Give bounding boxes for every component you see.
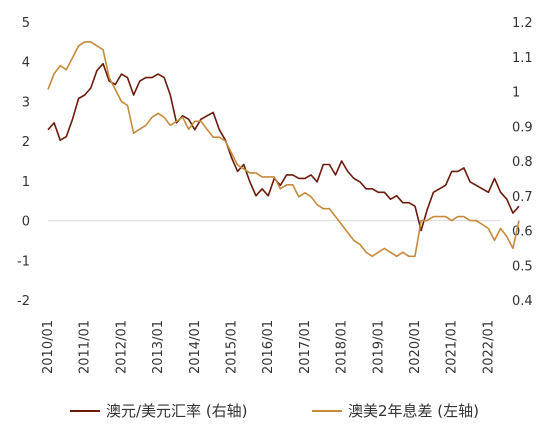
x-axis-tick-label: 2010/01 xyxy=(41,320,56,374)
right-axis-ticks: 1.21.110.90.80.70.60.50.4 xyxy=(512,16,533,309)
right-axis-tick-label: 1 xyxy=(512,86,520,101)
left-axis-ticks: 5 4 3 2 1 0 -1 -2 xyxy=(17,16,30,309)
x-axis-ticks: 2010/01 2011/01 2012/01 2013/01 2014/01 2015/… xyxy=(41,320,496,374)
left-axis-tick-label: 2 xyxy=(22,135,30,150)
right-axis-tick-label: 1.2 xyxy=(512,16,533,31)
left-axis-tick-label: 0 xyxy=(22,215,30,230)
x-axis-tick-label: 2014/01 xyxy=(188,320,203,374)
left-axis-tick-label: -2 xyxy=(17,294,30,309)
x-axis-tick-label: 2012/01 xyxy=(114,320,129,374)
x-axis-tick-label: 2013/01 xyxy=(151,320,166,374)
x-axis-tick-label: 2015/01 xyxy=(225,320,240,374)
series-layer xyxy=(47,41,520,258)
left-axis-tick-label: -1 xyxy=(17,254,30,269)
right-axis-tick-label: 0.8 xyxy=(512,155,533,170)
left-axis-tick-label: 3 xyxy=(22,95,30,110)
x-axis-tick-label: 2016/01 xyxy=(261,320,276,374)
right-axis-tick-label: 0.7 xyxy=(512,190,533,205)
left-axis-tick-label: 1 xyxy=(22,175,30,190)
x-axis-tick-label: 2011/01 xyxy=(78,320,93,374)
right-axis-tick-label: 0.9 xyxy=(512,120,533,135)
left-axis-tick-label: 5 xyxy=(22,16,30,31)
left-axis-tick-label: 4 xyxy=(22,56,30,71)
right-axis-tick-label: 1.1 xyxy=(512,51,533,66)
x-axis-tick-label: 2019/01 xyxy=(371,320,386,374)
series-line-au-us-2y-spread xyxy=(47,41,520,258)
legend-label: 澳美2年息差 (左轴) xyxy=(348,402,479,420)
right-axis-tick-label: 0.4 xyxy=(512,294,533,309)
legend-label: 澳元/美元汇率 (右轴) xyxy=(106,402,248,420)
x-axis-tick-label: 2020/01 xyxy=(408,320,423,374)
x-axis-tick-label: 2022/01 xyxy=(481,320,496,374)
x-axis-tick-label: 2017/01 xyxy=(298,320,313,374)
legend: 澳元/美元汇率 (右轴) 澳美2年息差 (左轴) xyxy=(70,402,479,420)
x-axis-tick-label: 2018/01 xyxy=(335,320,350,374)
right-axis-tick-label: 0.5 xyxy=(512,259,533,274)
x-axis-tick-label: 2021/01 xyxy=(445,320,460,374)
series-line-aud-usd-rate xyxy=(47,62,520,232)
